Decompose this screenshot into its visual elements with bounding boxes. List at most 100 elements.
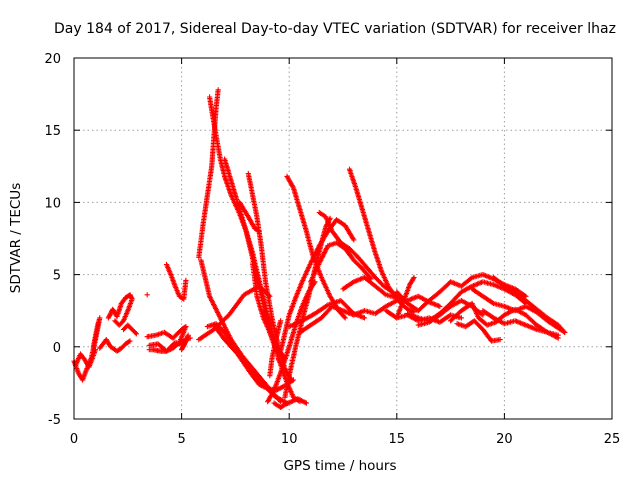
data-point xyxy=(211,322,227,341)
data-point xyxy=(346,166,358,190)
series-arc-6 xyxy=(144,292,150,298)
data-point xyxy=(286,324,298,350)
data-point xyxy=(544,329,561,341)
data-point xyxy=(366,228,378,255)
data-point xyxy=(207,94,217,125)
data-point xyxy=(437,304,452,318)
data-point xyxy=(361,308,377,316)
data-point xyxy=(512,292,529,307)
data-point xyxy=(338,298,356,316)
data-point xyxy=(359,266,374,282)
data-point xyxy=(469,300,481,320)
data-point xyxy=(342,246,356,262)
data-point xyxy=(121,308,131,322)
data-point xyxy=(258,243,268,283)
y-tick-label: -5 xyxy=(48,413,61,428)
x-tick-label: 15 xyxy=(389,432,406,447)
data-point xyxy=(284,173,296,190)
data-point xyxy=(318,304,334,321)
data-point xyxy=(181,277,189,302)
data-point xyxy=(364,264,377,279)
series-arc-38 xyxy=(415,298,486,328)
data-point xyxy=(299,311,317,324)
data-point xyxy=(196,223,206,260)
data-point xyxy=(407,274,417,288)
data-point xyxy=(318,274,332,298)
data-point xyxy=(129,326,139,337)
series-arc-5 xyxy=(120,322,139,337)
data-point xyxy=(544,315,560,327)
data-point xyxy=(286,318,304,330)
data-point xyxy=(250,368,265,386)
data-point xyxy=(458,301,474,314)
data-point xyxy=(555,322,568,335)
data-point xyxy=(534,309,549,323)
data-point xyxy=(297,323,313,335)
data-point xyxy=(90,347,99,359)
data-point xyxy=(458,284,474,295)
data-point xyxy=(353,185,365,211)
data-point xyxy=(351,275,366,285)
data-point xyxy=(209,136,217,169)
data-point xyxy=(458,275,474,289)
data-point xyxy=(491,274,506,288)
data-point xyxy=(523,303,538,314)
data-point xyxy=(512,289,528,303)
data-point xyxy=(112,318,122,328)
data-point xyxy=(226,293,246,318)
data-point xyxy=(480,293,495,306)
data-point xyxy=(501,286,517,297)
data-point xyxy=(265,388,276,405)
data-point xyxy=(170,328,184,341)
data-point xyxy=(437,313,452,325)
data-point xyxy=(316,244,330,266)
series-arc-42 xyxy=(480,308,561,341)
data-point xyxy=(250,192,260,218)
y-axis-label: SDTVAR / TECUs xyxy=(8,183,24,293)
data-point xyxy=(286,345,298,379)
y-axis: -5 0 5 10 15 20 xyxy=(44,52,612,428)
data-point xyxy=(200,194,210,227)
series-arc-30 xyxy=(316,209,400,299)
data-point xyxy=(308,316,323,328)
data-point xyxy=(222,337,240,356)
y-tick-label: 20 xyxy=(44,52,61,67)
data-point xyxy=(144,332,157,340)
series-arc-9 xyxy=(163,261,189,302)
data-point xyxy=(405,306,417,315)
data-point xyxy=(183,335,193,343)
data-point xyxy=(179,337,188,346)
series-arc-25 xyxy=(267,318,284,379)
data-point xyxy=(379,269,391,288)
data-point xyxy=(153,330,166,338)
y-tick-label: 15 xyxy=(44,124,61,139)
data-point xyxy=(501,283,517,294)
data-point xyxy=(125,322,134,331)
data-point xyxy=(359,207,371,233)
series-arc-28 xyxy=(297,298,400,335)
data-point xyxy=(333,240,347,251)
chart-title: Day 184 of 2017, Sidereal Day-to-day VTE… xyxy=(54,21,616,37)
data-point xyxy=(144,292,150,298)
data-point xyxy=(211,120,223,161)
data-point xyxy=(355,254,369,269)
data-point xyxy=(228,178,240,204)
grid-lines xyxy=(74,58,612,419)
y-tick-label: 0 xyxy=(53,341,61,356)
data-point xyxy=(329,228,343,245)
data-point xyxy=(333,217,347,228)
series-arc-41 xyxy=(491,274,568,335)
data-point xyxy=(448,309,463,324)
data-point xyxy=(103,337,113,349)
series-arc-29 xyxy=(286,298,368,330)
data-point xyxy=(523,322,538,332)
data-point xyxy=(488,337,503,344)
data-point xyxy=(267,357,275,379)
data-point xyxy=(86,354,96,370)
data-point xyxy=(286,296,298,318)
data-point xyxy=(512,286,529,299)
data-point xyxy=(491,315,506,326)
data-point xyxy=(448,298,463,309)
data-point xyxy=(426,290,442,304)
data-point xyxy=(196,327,216,343)
